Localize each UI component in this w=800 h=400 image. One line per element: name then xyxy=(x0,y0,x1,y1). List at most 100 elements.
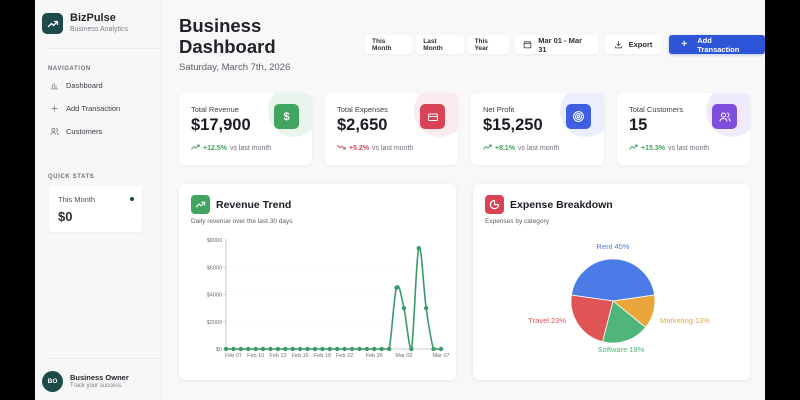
trend-up-icon xyxy=(629,144,638,152)
kpi-change: +15.3% xyxy=(641,144,665,152)
card-title: Revenue Trend xyxy=(216,198,292,211)
navigation-title: NAVIGATION xyxy=(48,66,91,72)
trending-up-icon xyxy=(42,13,63,34)
quick-stat-value: $0 xyxy=(58,209,73,224)
card-subtitle: Expenses by category xyxy=(485,218,549,225)
svg-text:$6000: $6000 xyxy=(207,265,222,271)
svg-text:Feb 26: Feb 26 xyxy=(366,353,383,359)
trend-up-icon xyxy=(483,144,492,152)
dollar-icon: $ xyxy=(274,104,299,129)
svg-text:Feb 07: Feb 07 xyxy=(225,353,242,359)
pie-chart-icon xyxy=(485,195,504,214)
trend-down-icon xyxy=(337,144,346,152)
revenue-line-chart[interactable]: $0 $2000 $4000 $6000 $8000 Feb 07 Feb 10 Feb 13… xyxy=(179,184,456,380)
date-range-picker[interactable]: Mar 01 - Mar 31 xyxy=(515,35,598,54)
kpi-value: 15 xyxy=(629,116,648,134)
user-profile[interactable]: BO Business Owner Track your success xyxy=(42,371,129,392)
kpi-card-net-profit: Net Profit $15,250 +8.1% vs last month xyxy=(471,93,604,165)
sidebar: BizPulse Business Analytics NAVIGATION D… xyxy=(35,0,162,400)
kpi-label: Total Revenue xyxy=(191,105,239,114)
period-this-year-button[interactable]: This Year xyxy=(467,35,510,54)
users-icon xyxy=(50,127,59,136)
svg-text:Feb 10: Feb 10 xyxy=(247,353,264,359)
kpi-change: +12.5% xyxy=(203,144,227,152)
kpi-change-suffix: vs last month xyxy=(372,144,414,152)
sidebar-item-label: Dashboard xyxy=(66,81,103,90)
card-subtitle: Daily revenue over the last 30 days xyxy=(191,218,293,225)
sidebar-item-dashboard[interactable]: Dashboard xyxy=(50,81,103,90)
svg-text:Mar 07: Mar 07 xyxy=(432,353,449,359)
avatar: BO xyxy=(42,371,63,392)
plus-icon xyxy=(50,104,59,113)
brand-name: BizPulse xyxy=(70,12,116,24)
export-button[interactable]: Export xyxy=(604,35,662,54)
svg-text:Travel 23%: Travel 23% xyxy=(528,316,566,325)
kpi-card-total-revenue: $ Total Revenue $17,900 +12.5% vs last m… xyxy=(179,93,312,165)
trend-up-icon xyxy=(191,144,200,152)
period-last-month-button[interactable]: Last Month xyxy=(416,35,464,54)
plus-icon: + xyxy=(681,39,688,50)
quick-stat-card: This Month $0 xyxy=(49,186,142,232)
quick-stats-title: QUICK STATS xyxy=(48,174,95,180)
svg-text:Feb 22: Feb 22 xyxy=(336,353,353,359)
svg-text:Rent 45%: Rent 45% xyxy=(597,242,630,251)
sidebar-item-label: Add Transaction xyxy=(66,104,121,113)
user-name: Business Owner xyxy=(70,373,129,382)
date-range-label: Mar 01 - Mar 31 xyxy=(538,35,582,54)
revenue-trend-card: Revenue Trend Daily revenue over the las… xyxy=(179,184,456,380)
brand[interactable]: BizPulse Business Analytics xyxy=(42,12,128,35)
kpi-value: $2,650 xyxy=(337,116,388,134)
bar-chart-icon xyxy=(50,81,59,90)
svg-text:$0: $0 xyxy=(216,347,222,353)
kpi-change: +8.1% xyxy=(495,144,516,152)
brand-tagline: Business Analytics xyxy=(70,26,128,33)
kpi-change-suffix: vs last month xyxy=(229,144,272,152)
quick-stat-label: This Month xyxy=(58,195,96,204)
users-icon xyxy=(712,104,737,129)
kpi-trend: +12.5% vs last month xyxy=(191,144,271,152)
sidebar-item-add-transaction[interactable]: Add Transaction xyxy=(50,104,120,113)
kpi-change: +5.2% xyxy=(349,144,370,152)
divider xyxy=(47,48,161,49)
kpi-card-total-expenses: Total Expenses $2,650 +5.2% vs last mont… xyxy=(325,93,458,165)
app-window: BizPulse Business Analytics NAVIGATION D… xyxy=(35,0,765,400)
svg-text:Marketing 13%: Marketing 13% xyxy=(660,316,710,325)
svg-text:Feb 16: Feb 16 xyxy=(292,353,309,359)
svg-text:Feb 19: Feb 19 xyxy=(314,353,331,359)
trending-up-icon xyxy=(191,195,210,214)
kpi-change-suffix: vs last month xyxy=(518,144,560,152)
download-icon xyxy=(614,40,623,49)
kpi-trend: +15.3% vs last month xyxy=(629,144,709,152)
page-title-line2: Dashboard xyxy=(179,36,276,57)
target-icon xyxy=(566,104,591,129)
svg-text:$4000: $4000 xyxy=(207,293,222,299)
sidebar-item-label: Customers xyxy=(66,127,103,136)
page-title: Business Dashboard xyxy=(179,15,276,57)
kpi-card-total-customers: Total Customers 15 +15.3% vs last month xyxy=(617,93,750,165)
period-this-month-button[interactable]: This Month xyxy=(365,35,413,54)
kpi-trend: +8.1% vs last month xyxy=(483,144,559,152)
svg-text:Software 18%: Software 18% xyxy=(598,345,645,354)
export-label: Export xyxy=(628,40,653,49)
expense-pie-chart[interactable]: Rent 45% Marketing 13% Software 18% Travel … xyxy=(473,184,750,380)
kpi-label: Net Profit xyxy=(483,105,515,114)
divider xyxy=(47,358,161,359)
sidebar-item-customers[interactable]: Customers xyxy=(50,127,102,136)
kpi-value: $17,900 xyxy=(191,116,251,134)
user-subtitle: Track your success xyxy=(70,383,122,389)
credit-card-icon xyxy=(420,104,445,129)
status-dot xyxy=(130,197,134,201)
add-transaction-button[interactable]: + Add Transaction xyxy=(669,35,765,54)
kpi-change-suffix: vs last month xyxy=(667,144,710,152)
kpi-trend: +5.2% vs last month xyxy=(337,144,413,152)
page-title-line1: Business xyxy=(179,15,262,36)
current-date: Saturday, March 7th, 2026 xyxy=(179,62,291,73)
kpi-label: Total Expenses xyxy=(337,105,388,114)
calendar-icon xyxy=(523,40,532,49)
svg-text:$8000: $8000 xyxy=(207,238,222,244)
card-title: Expense Breakdown xyxy=(510,198,613,211)
svg-text:$2000: $2000 xyxy=(207,320,222,326)
add-transaction-label: Add Transaction xyxy=(697,35,740,54)
expense-breakdown-card: Expense Breakdown Expenses by category R… xyxy=(473,184,750,380)
kpi-value: $15,250 xyxy=(483,116,543,134)
